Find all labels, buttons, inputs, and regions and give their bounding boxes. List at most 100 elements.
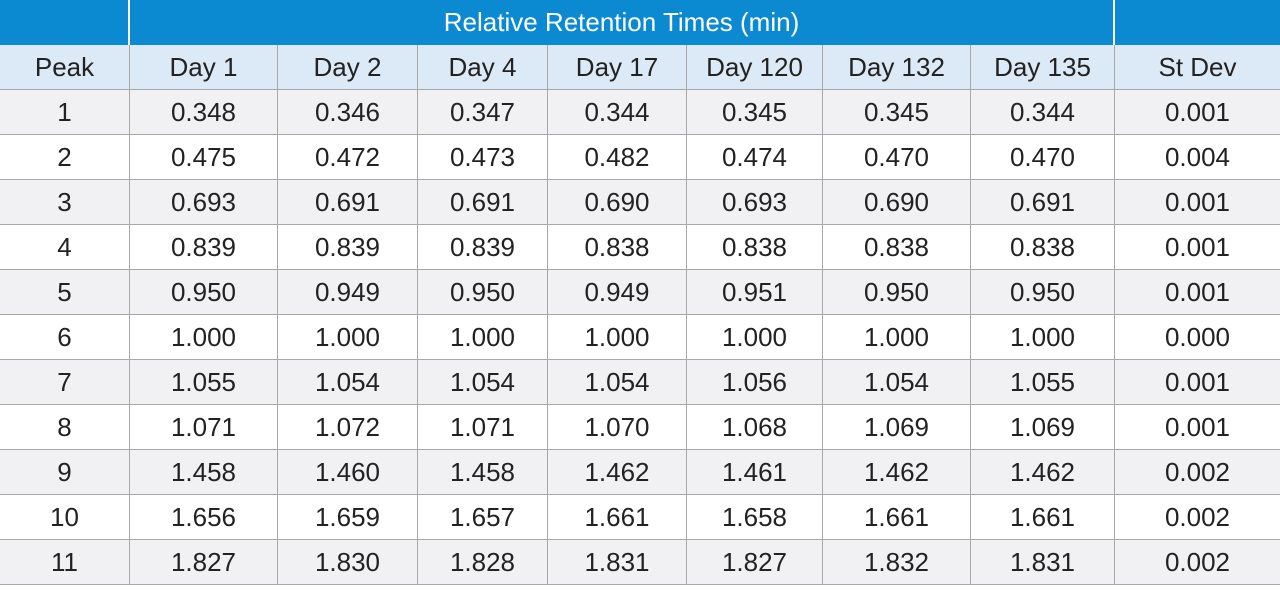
peak-cell: 5 <box>0 270 130 315</box>
value-cell: 0.839 <box>418 225 548 270</box>
value-cell: 1.055 <box>971 360 1115 405</box>
value-cell: 0.839 <box>130 225 278 270</box>
value-cell: 0.690 <box>548 180 687 225</box>
value-cell: 1.462 <box>823 450 971 495</box>
peak-cell: 1 <box>0 90 130 135</box>
value-cell: 1.661 <box>823 495 971 540</box>
value-cell: 0.691 <box>418 180 548 225</box>
value-cell: 0.470 <box>823 135 971 180</box>
column-header: Day 4 <box>418 45 548 90</box>
peak-cell: 11 <box>0 540 130 585</box>
value-cell: 0.839 <box>278 225 418 270</box>
value-cell: 0.002 <box>1115 540 1280 585</box>
value-cell: 0.346 <box>278 90 418 135</box>
table-title: Relative Retention Times (min) <box>130 0 1115 45</box>
value-cell: 0.950 <box>418 270 548 315</box>
value-cell: 0.475 <box>130 135 278 180</box>
value-cell: 1.000 <box>548 315 687 360</box>
peak-cell: 6 <box>0 315 130 360</box>
value-cell: 0.001 <box>1115 360 1280 405</box>
value-cell: 1.000 <box>418 315 548 360</box>
value-cell: 1.054 <box>548 360 687 405</box>
value-cell: 0.004 <box>1115 135 1280 180</box>
value-cell: 1.659 <box>278 495 418 540</box>
value-cell: 1.461 <box>687 450 823 495</box>
peak-cell: 10 <box>0 495 130 540</box>
value-cell: 1.000 <box>823 315 971 360</box>
value-cell: 1.656 <box>130 495 278 540</box>
value-cell: 0.691 <box>278 180 418 225</box>
value-cell: 1.054 <box>823 360 971 405</box>
peak-cell: 2 <box>0 135 130 180</box>
value-cell: 0.693 <box>130 180 278 225</box>
value-cell: 0.348 <box>130 90 278 135</box>
value-cell: 1.661 <box>548 495 687 540</box>
value-cell: 1.070 <box>548 405 687 450</box>
value-cell: 0.838 <box>548 225 687 270</box>
value-cell: 0.473 <box>418 135 548 180</box>
value-cell: 1.831 <box>971 540 1115 585</box>
column-header: Day 1 <box>130 45 278 90</box>
value-cell: 1.657 <box>418 495 548 540</box>
value-cell: 0.949 <box>278 270 418 315</box>
value-cell: 0.002 <box>1115 450 1280 495</box>
value-cell: 1.661 <box>971 495 1115 540</box>
value-cell: 1.831 <box>548 540 687 585</box>
column-header: Day 2 <box>278 45 418 90</box>
value-cell: 0.838 <box>823 225 971 270</box>
peak-cell: 8 <box>0 405 130 450</box>
value-cell: 0.474 <box>687 135 823 180</box>
column-header: Day 120 <box>687 45 823 90</box>
value-cell: 0.344 <box>971 90 1115 135</box>
value-cell: 1.827 <box>130 540 278 585</box>
value-cell: 0.001 <box>1115 270 1280 315</box>
value-cell: 1.832 <box>823 540 971 585</box>
column-header: Day 132 <box>823 45 971 90</box>
value-cell: 0.001 <box>1115 180 1280 225</box>
value-cell: 1.072 <box>278 405 418 450</box>
value-cell: 1.055 <box>130 360 278 405</box>
header-blank <box>0 0 130 45</box>
value-cell: 0.693 <box>687 180 823 225</box>
value-cell: 1.828 <box>418 540 548 585</box>
value-cell: 0.001 <box>1115 405 1280 450</box>
value-cell: 1.000 <box>278 315 418 360</box>
value-cell: 1.069 <box>823 405 971 450</box>
value-cell: 0.950 <box>130 270 278 315</box>
value-cell: 1.071 <box>418 405 548 450</box>
value-cell: 1.068 <box>687 405 823 450</box>
value-cell: 0.838 <box>971 225 1115 270</box>
value-cell: 0.001 <box>1115 225 1280 270</box>
value-cell: 1.458 <box>418 450 548 495</box>
value-cell: 0.691 <box>971 180 1115 225</box>
value-cell: 1.462 <box>971 450 1115 495</box>
value-cell: 0.690 <box>823 180 971 225</box>
value-cell: 0.470 <box>971 135 1115 180</box>
value-cell: 1.658 <box>687 495 823 540</box>
column-header: Day 135 <box>971 45 1115 90</box>
value-cell: 1.054 <box>278 360 418 405</box>
value-cell: 0.344 <box>548 90 687 135</box>
value-cell: 0.838 <box>687 225 823 270</box>
value-cell: 1.460 <box>278 450 418 495</box>
value-cell: 1.462 <box>548 450 687 495</box>
value-cell: 1.000 <box>687 315 823 360</box>
value-cell: 1.458 <box>130 450 278 495</box>
value-cell: 0.950 <box>823 270 971 315</box>
value-cell: 0.000 <box>1115 315 1280 360</box>
value-cell: 1.827 <box>687 540 823 585</box>
value-cell: 1.071 <box>130 405 278 450</box>
value-cell: 0.472 <box>278 135 418 180</box>
value-cell: 0.482 <box>548 135 687 180</box>
value-cell: 1.069 <box>971 405 1115 450</box>
value-cell: 1.830 <box>278 540 418 585</box>
value-cell: 1.056 <box>687 360 823 405</box>
peak-cell: 3 <box>0 180 130 225</box>
peak-cell: 9 <box>0 450 130 495</box>
column-header: St Dev <box>1115 45 1280 90</box>
value-cell: 0.951 <box>687 270 823 315</box>
column-header: Day 17 <box>548 45 687 90</box>
value-cell: 0.345 <box>823 90 971 135</box>
value-cell: 0.950 <box>971 270 1115 315</box>
